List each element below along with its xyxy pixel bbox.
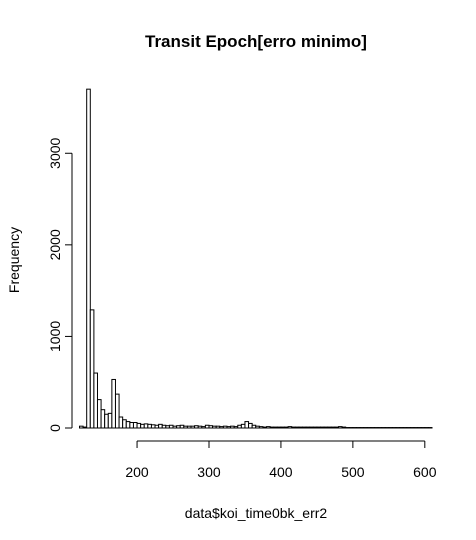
histogram-bar (186, 425, 192, 429)
histogram-bar (219, 426, 224, 429)
histogram-bar (226, 426, 232, 429)
y-tick-label: 0 (47, 424, 63, 432)
histogram-bar (323, 426, 329, 429)
histogram-bar (147, 423, 152, 429)
histogram-bar (233, 426, 239, 429)
histogram-bar (230, 425, 235, 429)
y-tick-label: 1000 (47, 321, 63, 352)
histogram-bar (122, 419, 127, 429)
histogram-bar (172, 425, 178, 429)
histogram-bar (154, 424, 160, 429)
histogram-bar (255, 425, 260, 429)
histogram-bar (197, 425, 203, 429)
histogram-bar (150, 424, 156, 429)
y-tick-label: 3000 (47, 137, 63, 168)
histogram-bar (251, 424, 257, 429)
x-tick-label: 600 (413, 464, 437, 480)
histogram-bar (237, 424, 242, 429)
histogram-bar (309, 426, 314, 429)
histogram-bar (140, 423, 145, 429)
histogram-bar (201, 426, 206, 429)
histogram-bar (312, 426, 318, 429)
histogram-bar (240, 423, 246, 429)
x-tick-label: 500 (341, 464, 365, 480)
histogram-bar (168, 424, 174, 429)
histogram-bar (258, 426, 264, 429)
bars-group (79, 88, 433, 429)
histogram-bar (176, 425, 181, 429)
chart-title: Transit Epoch[erro minimo] (145, 32, 367, 51)
histogram-bar (89, 309, 95, 429)
histogram-bar (136, 422, 142, 429)
histogram-bar (248, 422, 253, 429)
histogram-bar (330, 426, 336, 429)
histogram-bar (208, 425, 214, 429)
histogram-bar (273, 426, 278, 429)
histogram-bar (212, 425, 217, 429)
histogram-bar (215, 425, 221, 429)
y-axis: 0 1000 2000 3000 (47, 137, 73, 432)
histogram-bar (302, 426, 307, 429)
histogram-bar (93, 372, 98, 429)
histogram-bar (337, 426, 343, 429)
histogram-bar (266, 426, 271, 429)
histogram-bar (190, 425, 196, 429)
x-tick-label: 200 (125, 464, 149, 480)
histogram-bar (316, 426, 321, 429)
histogram-bar (111, 378, 116, 429)
histogram-bar (305, 426, 311, 429)
histogram-bar (294, 426, 300, 429)
histogram-bar (194, 425, 199, 429)
histogram-bar (341, 426, 347, 429)
histogram-bar (165, 425, 170, 429)
histogram-bar (107, 412, 113, 429)
histogram-bar (79, 425, 84, 429)
histogram-bar (125, 421, 131, 429)
x-tick-label: 300 (197, 464, 221, 480)
histogram-bar (118, 416, 124, 429)
histogram-bar (161, 424, 167, 429)
histogram-bar (204, 424, 210, 429)
histogram-bar (114, 393, 120, 429)
histogram-bar (244, 421, 250, 429)
y-tick-label: 2000 (47, 229, 63, 260)
histogram-bar (143, 423, 149, 429)
histogram-bar (291, 426, 296, 429)
histogram-bar (96, 399, 102, 429)
histogram-bar (179, 424, 185, 429)
histogram-bar (276, 426, 282, 429)
histogram-bar (319, 426, 325, 429)
histogram-bar (222, 425, 228, 429)
histogram-bar (269, 426, 275, 429)
histogram-bar (158, 423, 163, 429)
histogram-bar (280, 426, 286, 429)
histogram-bar (262, 426, 268, 429)
y-axis-label: Frequency (6, 227, 22, 293)
histogram-bar (132, 422, 138, 429)
histogram-bar (334, 426, 339, 429)
x-axis-label: data$koi_time0bk_err2 (185, 505, 328, 521)
histogram-bar (129, 422, 134, 429)
histogram-bar (100, 409, 106, 429)
histogram-bar (327, 426, 332, 429)
x-axis: 200 300 400 500 600 (125, 440, 437, 480)
histogram-bar (82, 426, 88, 429)
histogram-bar (86, 88, 91, 429)
histogram-bar (287, 426, 293, 429)
histogram-bar (104, 413, 109, 429)
x-tick-label: 400 (269, 464, 293, 480)
histogram-bar (183, 425, 188, 429)
histogram-bar (298, 426, 304, 429)
histogram-bar (284, 426, 289, 429)
